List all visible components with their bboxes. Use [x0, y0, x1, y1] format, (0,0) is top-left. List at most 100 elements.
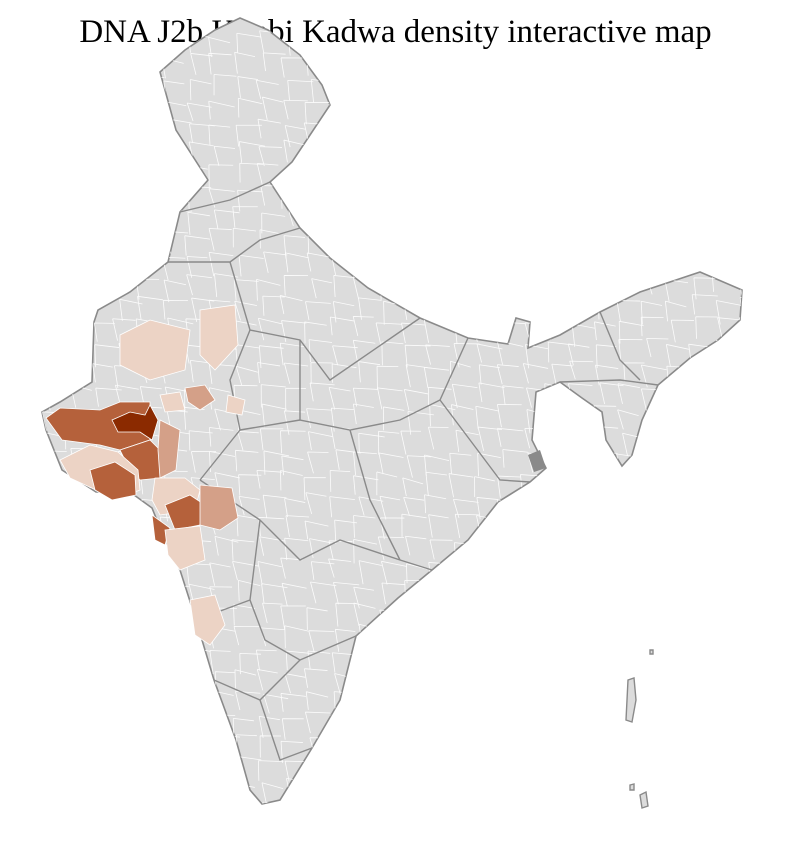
district-border [497, 475, 521, 498]
district-border [42, 627, 63, 649]
district-border [93, 322, 115, 342]
region-rajasthan-4[interactable] [159, 391, 186, 413]
district-border [454, 741, 477, 766]
district-border [214, 535, 239, 556]
district-border [496, 212, 521, 234]
district-border [163, 690, 186, 710]
district-border [46, 606, 68, 627]
district-border [646, 608, 669, 630]
district-border [64, 227, 90, 248]
district-border [719, 97, 741, 116]
district-border [304, 102, 330, 125]
district-border [208, 228, 232, 251]
district-border [42, 520, 69, 545]
district-border [382, 625, 408, 650]
district-border [526, 785, 549, 804]
district-border [526, 54, 549, 75]
district-border [235, 449, 259, 472]
district-border [358, 496, 384, 516]
district-border [572, 165, 599, 185]
district-border [568, 606, 590, 630]
district-border [258, 345, 284, 368]
region-mp-west[interactable] [225, 394, 246, 416]
district-border [94, 103, 118, 123]
district-border [640, 54, 664, 78]
district-border [424, 209, 447, 232]
district-border [279, 342, 306, 366]
district-border [687, 144, 710, 165]
district-border [190, 758, 214, 780]
district-border [306, 252, 333, 272]
district-border [645, 75, 669, 99]
district-border [669, 495, 696, 517]
district-border [551, 164, 578, 185]
district-border [306, 607, 328, 630]
district-border [618, 808, 642, 827]
district-border [569, 631, 594, 652]
district-border [547, 449, 570, 474]
district-border [596, 734, 620, 758]
district-border [332, 761, 354, 781]
district-border [329, 785, 354, 804]
district-border [472, 293, 496, 317]
district-border [451, 802, 477, 804]
district-border [476, 343, 503, 363]
district-border [616, 760, 640, 780]
district-border [523, 257, 550, 278]
district-border [473, 231, 500, 251]
district-border [664, 51, 691, 75]
district-border [691, 800, 718, 804]
district-border [307, 451, 329, 474]
region-rajasthan-3[interactable] [184, 384, 216, 411]
district-border [716, 690, 739, 715]
region-east-gujarat[interactable] [157, 419, 181, 479]
district-border [71, 782, 96, 804]
district-border [64, 299, 89, 319]
district-border [259, 229, 282, 249]
district-border [641, 452, 667, 476]
district-border [70, 320, 94, 340]
district-border [427, 251, 449, 274]
district-border [256, 470, 283, 489]
district-border [572, 673, 596, 694]
district-border [88, 76, 110, 100]
district-border [473, 647, 496, 672]
district-border [743, 427, 769, 450]
andaman-nicobar-islands[interactable] [625, 649, 654, 809]
district-border [407, 646, 434, 666]
district-border [258, 146, 282, 167]
region-north-gujarat-darkest[interactable] [111, 404, 159, 441]
district-border [118, 99, 141, 120]
district-border [743, 626, 764, 645]
region-kolhapur[interactable] [189, 594, 226, 646]
region-saurashtra-south[interactable] [89, 461, 137, 501]
district-border [741, 802, 742, 804]
district-border [334, 628, 356, 652]
region-rajasthan-2[interactable] [199, 304, 239, 371]
region-rajasthan-1[interactable] [119, 319, 191, 381]
district-border [352, 403, 374, 425]
district-border [715, 37, 742, 61]
district-border [568, 97, 594, 121]
district-border [237, 97, 263, 118]
district-border [94, 344, 120, 368]
district-border [695, 758, 719, 780]
district-border [695, 316, 718, 339]
district-border [358, 560, 382, 585]
district-border [136, 716, 160, 741]
district-border [567, 343, 590, 366]
district-border [353, 475, 379, 495]
region-pune[interactable] [164, 525, 206, 571]
district-border [380, 162, 404, 187]
district-border [376, 471, 398, 496]
district-border [405, 535, 427, 556]
district-border [376, 805, 399, 828]
region-north-maharashtra[interactable] [199, 484, 239, 531]
district-border [88, 558, 114, 578]
district-border [496, 141, 522, 163]
district-border [380, 674, 406, 699]
district-border [378, 430, 400, 455]
district-border [65, 625, 88, 646]
district-border [549, 515, 573, 536]
